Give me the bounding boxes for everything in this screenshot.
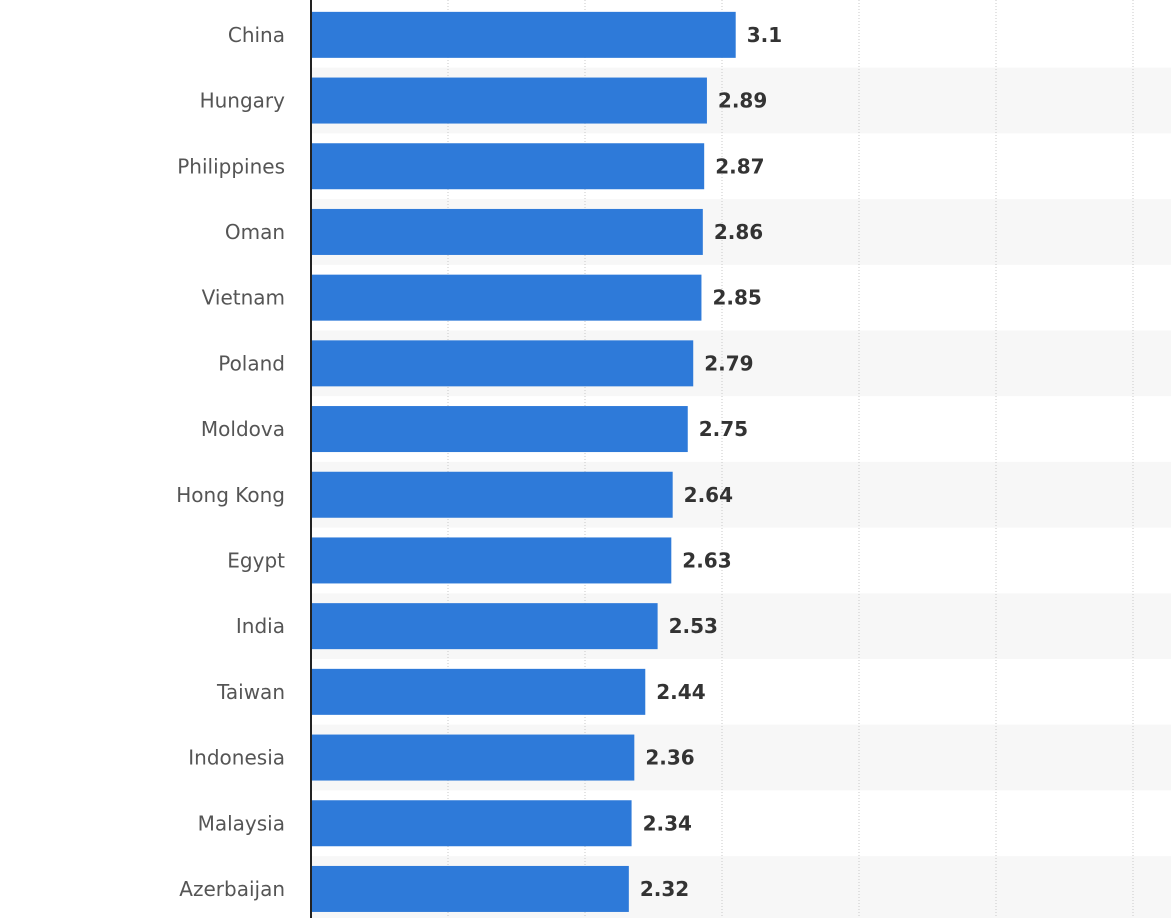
bar-india — [311, 603, 658, 650]
value-label-egypt: 2.63 — [682, 548, 731, 572]
category-label-egypt: Egypt — [227, 548, 285, 572]
category-label-oman: Oman — [225, 220, 285, 244]
value-label-hungary: 2.89 — [718, 89, 767, 113]
bar-hong-kong — [311, 471, 673, 518]
bar-poland — [311, 340, 694, 387]
bar-indonesia — [311, 734, 635, 781]
value-label-vietnam: 2.85 — [712, 286, 761, 310]
value-label-azerbaijan: 2.32 — [640, 877, 689, 901]
value-label-malaysia: 2.34 — [643, 811, 692, 835]
category-label-malaysia: Malaysia — [198, 811, 285, 835]
category-label-taiwan: Taiwan — [216, 680, 285, 704]
value-label-indonesia: 2.36 — [645, 746, 694, 770]
category-label-vietnam: Vietnam — [202, 286, 285, 310]
value-label-china: 3.1 — [747, 23, 782, 47]
bar-azerbaijan — [311, 865, 629, 912]
value-label-moldova: 2.75 — [699, 417, 748, 441]
value-label-poland: 2.79 — [704, 351, 753, 375]
category-label-indonesia: Indonesia — [188, 746, 285, 770]
bar-egypt — [311, 537, 672, 584]
bar-taiwan — [311, 668, 646, 715]
bar-vietnam — [311, 274, 702, 321]
category-labels: China Hungary Philippines Oman Vietnam Poland… — [176, 23, 285, 901]
value-label-india: 2.53 — [669, 614, 718, 638]
category-label-china: China — [228, 23, 285, 47]
value-label-hong-kong: 2.64 — [684, 483, 733, 507]
bar-china — [311, 11, 736, 58]
category-label-poland: Poland — [218, 351, 285, 375]
category-label-hungary: Hungary — [200, 89, 286, 113]
category-label-hong-kong: Hong Kong — [176, 483, 285, 507]
category-label-philippines: Philippines — [177, 154, 285, 178]
value-labels: 3.1 2.89 2.87 2.86 2.85 2.79 2.75 2.64 2.63 2.53 2… — [640, 23, 782, 901]
category-label-azerbaijan: Azerbaijan — [179, 877, 285, 901]
value-label-philippines: 2.87 — [715, 154, 764, 178]
bar-oman — [311, 208, 703, 255]
bars — [311, 11, 736, 912]
category-label-india: India — [236, 614, 285, 638]
bar-hungary — [311, 77, 707, 124]
bar-philippines — [311, 143, 705, 190]
value-label-taiwan: 2.44 — [656, 680, 705, 704]
bar-malaysia — [311, 800, 632, 847]
category-label-moldova: Moldova — [201, 417, 285, 441]
value-label-oman: 2.86 — [714, 220, 763, 244]
bar-moldova — [311, 406, 688, 453]
